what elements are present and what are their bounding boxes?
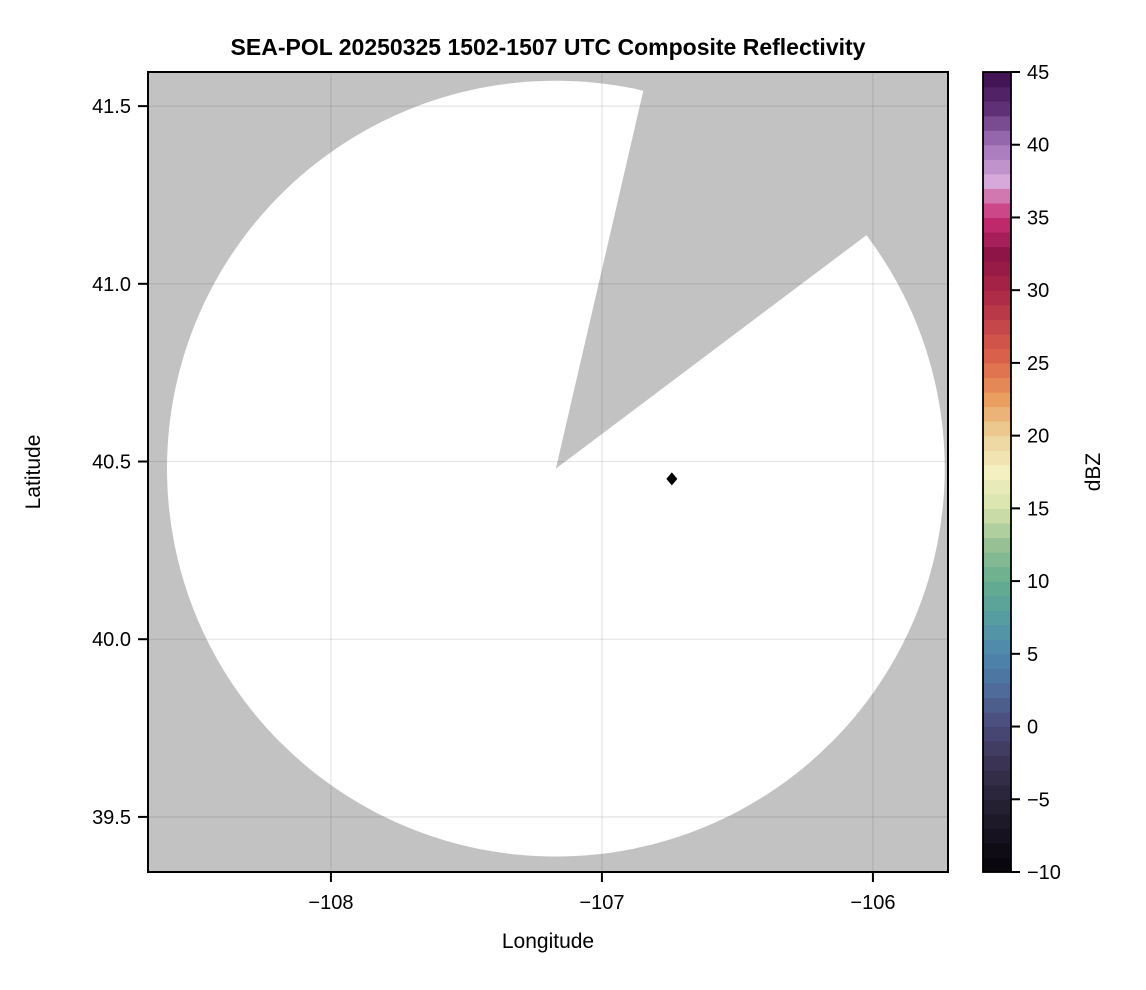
colorbar-band [983, 537, 1011, 553]
y-axis-label: Latitude [22, 435, 45, 510]
colorbar-band [983, 130, 1011, 146]
colorbar-band [983, 348, 1011, 364]
y-tick-label: 41.5 [92, 96, 131, 118]
colorbar-band [983, 697, 1011, 713]
plot-frame [147, 71, 949, 873]
colorbar-band [983, 72, 1011, 88]
colorbar-band [983, 493, 1011, 509]
colorbar-band [983, 464, 1011, 480]
colorbar-band [983, 290, 1011, 306]
colorbar-band [983, 304, 1011, 320]
colorbar-band [983, 566, 1011, 582]
colorbar-tick-label: −5 [1027, 789, 1050, 811]
colorbar-band [983, 333, 1011, 349]
colorbar-band [983, 246, 1011, 262]
colorbar-band [983, 522, 1011, 539]
colorbar-band [983, 435, 1011, 451]
colorbar-band [983, 741, 1011, 757]
colorbar-band [983, 624, 1011, 640]
colorbar-band [983, 115, 1011, 131]
site-marker [666, 472, 678, 486]
colorbar-band [983, 159, 1011, 175]
colorbar-band [983, 217, 1011, 233]
colorbar-tick-label: 30 [1027, 280, 1049, 302]
colorbar-band [983, 202, 1011, 219]
colorbar-tick-label: −10 [1027, 862, 1061, 884]
plot-title: SEA-POL 20250325 1502-1507 UTC Composite… [231, 34, 866, 60]
colorbar-band [983, 842, 1011, 859]
colorbar-tick-label: 45 [1027, 62, 1049, 84]
colorbar-band [983, 552, 1011, 568]
colorbar-band [983, 726, 1011, 742]
colorbar-band [983, 421, 1011, 437]
colorbar-band [983, 450, 1011, 466]
colorbar-bands [983, 72, 1011, 873]
colorbar-band [983, 712, 1011, 728]
colorbar-tick-label: 0 [1027, 717, 1038, 739]
colorbar-band [983, 813, 1011, 829]
colorbar-band [983, 770, 1011, 786]
colorbar-band [983, 188, 1011, 204]
colorbar-band [983, 653, 1011, 669]
map-layers [148, 72, 948, 872]
y-tick-label: 39.5 [92, 807, 131, 829]
colorbar-frame [982, 71, 1012, 873]
colorbar-ticks: 45 40 35 30 25 20 15 10 5 0 −5 −10 [1011, 62, 1061, 884]
y-axis-ticks: 41.5 41.0 40.5 40.0 39.5 [92, 96, 148, 829]
colorbar-band [983, 828, 1011, 844]
colorbar-band [983, 275, 1011, 291]
colorbar-band [983, 595, 1011, 611]
colorbar-tick-label: 35 [1027, 207, 1049, 229]
missing-data-sector [555, 72, 948, 469]
colorbar-band [983, 668, 1011, 684]
colorbar-tick-label: 20 [1027, 426, 1049, 448]
x-tick-label: −107 [579, 892, 624, 914]
colorbar-band [983, 479, 1011, 495]
colorbar-band [983, 508, 1011, 524]
colorbar-band [983, 799, 1011, 815]
x-axis-ticks: −108 −107 −106 [308, 872, 895, 914]
colorbar-band [983, 377, 1011, 393]
gridlines [148, 72, 948, 872]
colorbar-label: dBZ [1082, 453, 1105, 492]
colorbar-band [983, 581, 1011, 597]
colorbar-band [983, 173, 1011, 189]
map-plot: −108 −107 −106 41.5 41.0 40.5 40.0 39.5 [92, 71, 949, 914]
colorbar-band [983, 261, 1011, 277]
y-tick-label: 41.0 [92, 274, 131, 296]
colorbar-tick-label: 5 [1027, 644, 1038, 666]
colorbar-band [983, 232, 1011, 248]
colorbar-band [983, 682, 1011, 699]
colorbar-band [983, 86, 1011, 102]
colorbar-band [983, 101, 1011, 117]
y-tick-label: 40.0 [92, 629, 131, 651]
colorbar-band [983, 319, 1011, 335]
colorbar-tick-label: 40 [1027, 135, 1049, 157]
y-tick-label: 40.5 [92, 452, 131, 474]
x-tick-label: −108 [308, 892, 353, 914]
colorbar-tick-label: 15 [1027, 498, 1049, 520]
x-tick-label: −106 [850, 892, 895, 914]
colorbar-tick-label: 25 [1027, 353, 1049, 375]
colorbar-band [983, 639, 1011, 655]
colorbar-tick-label: 10 [1027, 571, 1049, 593]
colorbar: 45 40 35 30 25 20 15 10 5 0 −5 −10 dBZ [982, 62, 1105, 884]
colorbar-band [983, 406, 1011, 422]
colorbar-band [983, 755, 1011, 771]
x-axis-label: Longitude [502, 930, 594, 953]
colorbar-band [983, 857, 1011, 873]
colorbar-band [983, 784, 1011, 800]
colorbar-band [983, 392, 1011, 408]
colorbar-band [983, 144, 1011, 160]
colorbar-band [983, 362, 1011, 379]
colorbar-band [983, 610, 1011, 626]
